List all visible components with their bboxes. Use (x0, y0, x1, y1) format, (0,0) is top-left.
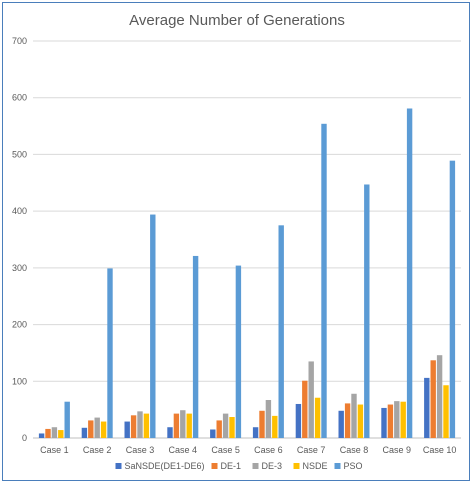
x-tick-label: Case 10 (423, 445, 457, 455)
bar-de-3-8 (351, 393, 357, 438)
y-tick-label: 700 (12, 36, 27, 46)
bar-pso-7 (321, 123, 327, 438)
y-tick-label: 400 (12, 206, 27, 216)
legend-swatch (293, 463, 300, 469)
x-tick-label: Case 4 (169, 445, 198, 455)
gridlines (33, 40, 461, 439)
legend-label: DE-3 (262, 461, 283, 471)
bar-sansde-de1-de6--6 (252, 427, 259, 438)
bar-de-1-10 (430, 360, 436, 438)
x-tick-label: Case 3 (126, 445, 155, 455)
bar-pso-5 (235, 265, 242, 438)
bar-de-1-7 (302, 380, 308, 438)
bar-pso-6 (278, 225, 284, 438)
legend-swatch (252, 463, 259, 469)
legend-swatch (211, 463, 218, 469)
bar-sansde-de1-de6--3 (124, 421, 130, 438)
bar-pso-8 (364, 184, 370, 438)
x-tick-label: Case 5 (211, 445, 240, 455)
bar-pso-2 (107, 268, 113, 438)
bar-de-1-6 (259, 410, 265, 438)
y-tick-label: 0 (22, 433, 27, 443)
y-axis-ticks: 0 100 200 300 400 500 600 700 (12, 36, 27, 443)
bar-chart: Average Number of Generations 0 100 200 300… (12, 12, 461, 471)
bar-pso-3 (150, 214, 156, 438)
bar-de-1-2 (88, 420, 94, 438)
legend: SaNSDE(DE1-DE6) DE-1 DE-3 NSDE PSO (115, 461, 363, 471)
bar-sansde-de1-de6--4 (167, 427, 173, 438)
bar-pso-4 (192, 255, 199, 438)
bar-de-3-10 (436, 355, 443, 438)
legend-label: SaNSDE(DE1-DE6) (125, 461, 205, 471)
bar-de-3-2 (94, 417, 100, 438)
bar-de-3-7 (308, 361, 314, 438)
y-tick-label: 500 (12, 149, 27, 159)
bar-nsde-5 (229, 417, 235, 438)
bar-sansde-de1-de6--9 (381, 407, 387, 438)
chart-title: Average Number of Generations (129, 12, 345, 29)
bar-de-3-9 (394, 401, 400, 438)
bar-sansde-de1-de6--10 (424, 377, 430, 438)
bar-de-1-3 (130, 415, 137, 438)
x-tick-label: Case 9 (383, 445, 412, 455)
chart-frame: Average Number of Generations 0 100 200 300… (2, 2, 470, 481)
legend-label: NSDE (303, 461, 328, 471)
bar-pso-10 (449, 160, 456, 438)
x-tick-label: Case 2 (83, 445, 112, 455)
bar-nsde-10 (443, 385, 449, 438)
x-tick-label: Case 6 (254, 445, 283, 455)
x-axis-ticks: Case 1 Case 2 Case 3 Case 4 Case 5 Case 6 Case… (40, 445, 456, 455)
bar-nsde-6 (272, 415, 278, 438)
bar-pso-1 (64, 401, 70, 438)
bar-de-3-4 (180, 410, 186, 438)
x-tick-label: Case 7 (297, 445, 326, 455)
bar-nsde-7 (314, 397, 321, 438)
legend-swatch (334, 463, 341, 469)
bar-pso-9 (406, 108, 413, 439)
x-tick-label: Case 1 (40, 445, 69, 455)
bar-nsde-1 (58, 430, 64, 438)
legend-label: PSO (344, 461, 363, 471)
bar-de-1-1 (45, 428, 51, 438)
y-tick-label: 300 (12, 263, 27, 273)
bar-sansde-de1-de6--7 (295, 403, 302, 438)
bar-sansde-de1-de6--8 (338, 410, 344, 438)
legend-swatch (115, 463, 122, 469)
x-tick-label: Case 8 (340, 445, 369, 455)
bar-de-3-3 (137, 411, 143, 438)
y-tick-label: 100 (12, 376, 27, 386)
bar-nsde-4 (186, 413, 192, 438)
bar-nsde-8 (357, 404, 364, 438)
bar-de-1-4 (173, 413, 180, 438)
bar-sansde-de1-de6--2 (81, 427, 88, 438)
bar-nsde-9 (400, 401, 406, 438)
bar-de-3-1 (51, 427, 58, 438)
bar-nsde-3 (143, 413, 150, 438)
bar-sansde-de1-de6--1 (38, 433, 45, 438)
bar-nsde-2 (100, 421, 107, 438)
bar-de-1-8 (344, 403, 351, 438)
y-tick-label: 200 (12, 320, 27, 330)
y-tick-label: 600 (12, 93, 27, 103)
bar-de-3-5 (222, 413, 229, 438)
bar-de-1-9 (387, 404, 394, 438)
bar-de-1-5 (216, 420, 222, 438)
bar-de-3-6 (265, 400, 272, 438)
bar-sansde-de1-de6--5 (210, 429, 216, 438)
bars (38, 108, 456, 439)
legend-label: DE-1 (221, 461, 242, 471)
